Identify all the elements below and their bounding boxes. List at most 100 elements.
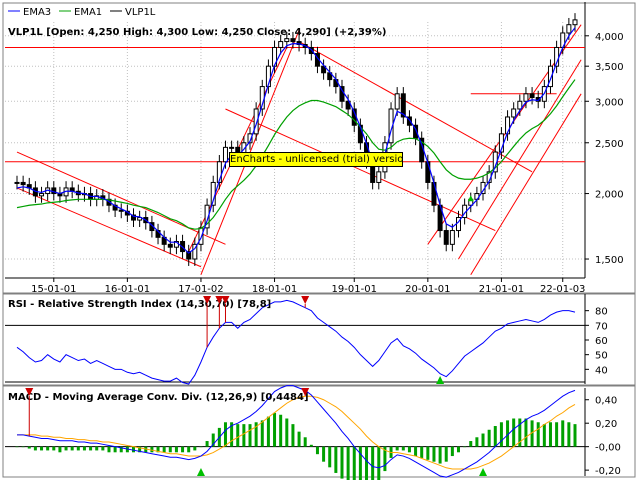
macd-histogram-bar xyxy=(132,446,136,453)
candle-body xyxy=(222,146,228,163)
macd-histogram-bar xyxy=(279,414,283,447)
candle-body xyxy=(20,181,26,186)
candle-body xyxy=(511,108,517,118)
x-tick-label: 16-01-01 xyxy=(105,284,150,295)
macd-histogram-bar xyxy=(297,431,301,447)
macd-histogram-bar xyxy=(248,424,252,447)
price-y-tick-label: 4,000 xyxy=(595,32,624,43)
candle-body xyxy=(229,146,235,149)
trial-watermark: EnCharts - unlicensed (trial) version xyxy=(229,152,403,167)
rsi-panel-frame xyxy=(2,293,636,386)
macd-histogram-bar xyxy=(365,446,369,480)
x-tick-label: 19-01-01 xyxy=(332,284,377,295)
macd-histogram-bar xyxy=(82,446,86,451)
macd-histogram-bar xyxy=(506,420,510,447)
x-tick-label: 15-01-01 xyxy=(31,284,76,295)
buy-signal-arrow xyxy=(467,195,474,202)
macd-histogram-bar xyxy=(266,416,270,447)
macd-histogram-bar xyxy=(414,446,418,457)
macd-histogram-bar xyxy=(334,446,338,473)
candle-body xyxy=(376,171,382,183)
macd-histogram-bar xyxy=(444,446,448,462)
rsi-line xyxy=(16,299,576,385)
macd-histogram-bar xyxy=(15,446,19,448)
candle-body xyxy=(566,24,572,34)
macd-line xyxy=(17,385,576,478)
macd-histogram-bar xyxy=(89,446,93,451)
rsi-y-tick-label: 50 xyxy=(595,351,608,362)
macd-histogram-bar xyxy=(138,446,142,453)
macd-histogram-bar xyxy=(561,420,565,447)
macd-histogram-bar xyxy=(555,422,559,447)
macd-histogram-bar xyxy=(456,446,460,453)
rsi-sell-marker xyxy=(301,296,310,304)
macd-histogram-bar xyxy=(52,446,56,451)
macd-buy-marker xyxy=(196,468,205,476)
candle-body xyxy=(547,65,553,88)
macd-y-tick-label: -0,00 xyxy=(595,443,621,454)
x-tick-label: 22-01-03 xyxy=(540,284,585,295)
candle-body xyxy=(529,93,535,99)
macd-histogram-bar xyxy=(64,446,68,451)
macd-histogram-bar xyxy=(475,437,479,447)
ema3-line xyxy=(16,27,576,254)
macd-histogram-bar xyxy=(420,446,424,458)
legend-entry: VLP1L xyxy=(125,7,156,18)
rsi-panel-title: RSI - Relative Strength Index (14,30,70)… xyxy=(8,299,271,310)
macd-histogram-bar xyxy=(181,446,185,453)
macd-panel-title: MACD - Moving Average Conv. Div. (12,26,… xyxy=(8,392,309,403)
rsi-y-tick-label: 40 xyxy=(595,365,608,376)
candle-body xyxy=(290,38,296,43)
macd-histogram-bar xyxy=(156,446,160,453)
macd-histogram-bar xyxy=(223,422,227,447)
macd-histogram-bar xyxy=(76,446,80,451)
candle-body xyxy=(39,193,45,197)
rsi-sell-marker xyxy=(215,296,224,304)
macd-panel-frame xyxy=(2,385,636,478)
macd-histogram-bar xyxy=(95,446,99,451)
macd-histogram-bar xyxy=(273,412,277,447)
macd-histogram-bar xyxy=(242,424,246,447)
candle-body xyxy=(443,230,449,245)
candle-body xyxy=(247,133,253,144)
macd-histogram-bar xyxy=(401,446,405,451)
macd-histogram-bar xyxy=(315,446,319,455)
macd-histogram-bar xyxy=(285,418,289,447)
candle-body xyxy=(186,251,192,260)
legend-entry: EMA3 xyxy=(23,7,51,18)
macd-histogram-bar xyxy=(33,446,37,451)
macd-histogram-bar xyxy=(499,422,503,447)
candle-body xyxy=(204,204,210,229)
macd-histogram-bar xyxy=(168,446,172,453)
macd-histogram-bar xyxy=(536,422,540,447)
macd-histogram-bar xyxy=(46,446,50,451)
macd-histogram-bar xyxy=(493,426,497,447)
macd-buy-marker xyxy=(479,468,488,476)
macd-histogram-bar xyxy=(518,418,522,447)
macd-y-tick-label: 0,20 xyxy=(595,419,617,430)
candle-body xyxy=(406,116,412,126)
candle-body xyxy=(523,93,529,102)
x-tick-label: 18-01-01 xyxy=(252,284,297,295)
macd-histogram-bar xyxy=(70,446,74,451)
candle-body xyxy=(449,230,455,245)
candle-body xyxy=(278,41,284,48)
candle-body xyxy=(253,108,259,135)
candle-body xyxy=(192,243,198,260)
candle-body xyxy=(321,65,327,74)
macd-histogram-bar xyxy=(199,446,203,448)
macd-y-tick-label: -0,20 xyxy=(595,466,621,477)
macd-histogram-bar xyxy=(260,420,264,447)
macd-histogram-bar xyxy=(236,424,240,447)
macd-sell-marker xyxy=(25,388,34,396)
rsi-y-tick-label: 60 xyxy=(595,336,608,347)
macd-histogram-bar xyxy=(322,446,326,462)
candle-body xyxy=(167,243,173,248)
candle-body xyxy=(535,97,541,102)
trend-channel-line xyxy=(458,59,582,260)
macd-histogram-bar xyxy=(530,420,534,447)
macd-histogram-bar xyxy=(548,422,552,447)
macd-histogram-bar xyxy=(567,422,571,447)
macd-histogram-bar xyxy=(303,437,307,447)
